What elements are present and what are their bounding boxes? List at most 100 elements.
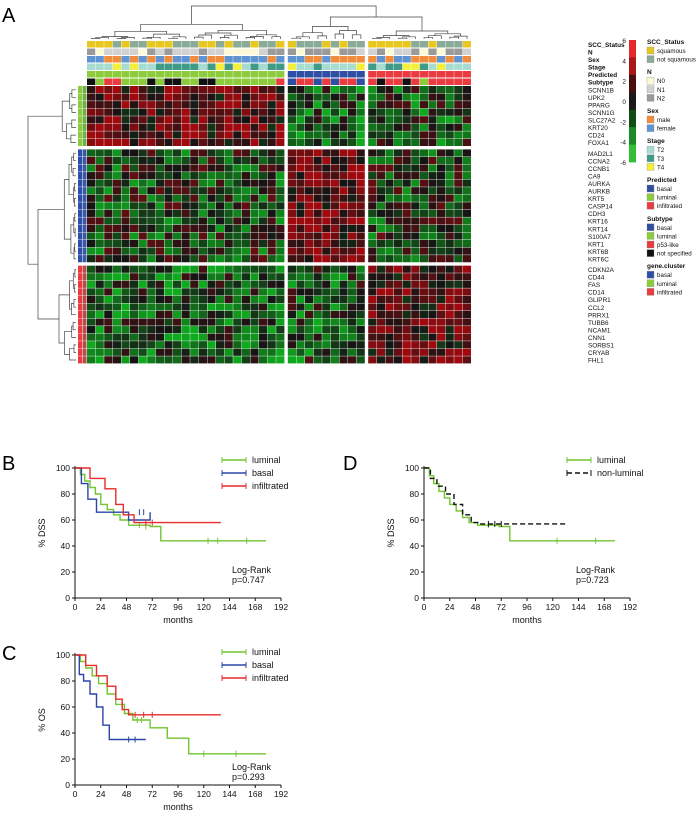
heatmap-cell: [356, 164, 365, 172]
heatmap-cell: [376, 187, 385, 195]
heatmap-cell: [419, 280, 428, 288]
heatmap-cell: [104, 303, 113, 311]
gene-label: CRYAB: [588, 350, 609, 357]
heatmap-cell: [190, 131, 199, 139]
heatmap-cell: [112, 202, 121, 210]
heatmap-cell: [164, 194, 173, 202]
heatmap-cell: [462, 318, 471, 326]
annotation-cell: [173, 56, 182, 63]
gene-label: CD14: [588, 290, 605, 297]
dendrogram-branch: [71, 325, 76, 338]
heatmap-cell: [454, 303, 463, 311]
heatmap-cell: [155, 247, 164, 255]
gene-label: SCNN1G: [588, 110, 615, 117]
annotation-cell: [385, 48, 394, 55]
heatmap-cell: [112, 288, 121, 296]
heatmap-cell: [394, 240, 403, 248]
heatmap-cell: [259, 295, 268, 303]
heatmap-cell: [104, 156, 113, 165]
gene-label: CNN1: [588, 335, 606, 342]
heatmap-cell: [385, 265, 394, 273]
heatmap-cell: [95, 93, 104, 101]
heatmap-cell: [104, 288, 113, 296]
heatmap-cell: [313, 303, 322, 311]
heatmap-cell: [216, 93, 225, 101]
heatmap-cell: [267, 247, 276, 255]
annotation-cell: [376, 48, 385, 55]
y-tick-label: 100: [405, 463, 419, 473]
heatmap-cell: [233, 326, 242, 334]
heatmap-cell: [130, 101, 139, 109]
heatmap-cell: [87, 288, 96, 296]
heatmap-cell: [313, 310, 322, 319]
heatmap-cell: [224, 240, 233, 248]
km-plot-d: 0 24 48 72 96 120 144 168 192020406080100months%…: [386, 455, 644, 625]
heatmap-cell: [164, 288, 173, 296]
annotation-cell: [147, 48, 156, 55]
annotation-cell: [121, 48, 130, 55]
heatmap-cell: [259, 123, 268, 131]
heatmap-cell: [130, 156, 139, 165]
annotation-cell: [348, 48, 357, 55]
heatmap-cell: [181, 295, 190, 303]
heatmap-cell: [87, 224, 96, 233]
annotation-cell: [445, 63, 454, 70]
heatmap-cell: [121, 318, 130, 326]
heatmap-cell: [445, 131, 454, 139]
heatmap-cell: [112, 149, 121, 157]
annotation-cell: [394, 63, 403, 70]
heatmap-cell: [224, 273, 233, 281]
heatmap-cell: [356, 326, 365, 334]
heatmap-cell: [305, 209, 314, 217]
heatmap-cell: [233, 131, 242, 139]
heatmap-cell: [190, 326, 199, 334]
heatmap-cell: [437, 187, 446, 195]
gene-cluster-cell: [78, 310, 82, 319]
heatmap-cell: [138, 232, 147, 240]
gene-cluster-cell: [78, 224, 82, 233]
heatmap-cell: [104, 295, 113, 303]
heatmap-cell: [356, 138, 365, 146]
heatmap-cell: [95, 138, 104, 146]
annotation-cell: [87, 56, 96, 63]
annotation-cell: [385, 63, 394, 70]
heatmap-cell: [267, 265, 276, 273]
dendrogram-branch: [271, 36, 281, 39]
heatmap-cell: [356, 295, 365, 303]
heatmap-cell: [330, 232, 339, 240]
annotation-cell: [385, 41, 394, 48]
heatmap-cell: [376, 123, 385, 131]
heatmap-cell: [462, 348, 471, 356]
heatmap-cell: [419, 224, 428, 233]
heatmap-cell: [445, 138, 454, 146]
heatmap-cell: [454, 131, 463, 139]
heatmap-cell: [305, 138, 314, 146]
annotation-cell: [376, 41, 385, 48]
heatmap-cell: [130, 255, 139, 263]
heatmap-cell: [322, 255, 331, 263]
heatmap-cell: [437, 341, 446, 349]
heatmap-cell: [259, 217, 268, 225]
annotation-cell: [356, 78, 365, 85]
heatmap-cell: [224, 303, 233, 311]
annotation-cell: [259, 56, 268, 63]
heatmap-cell: [385, 247, 394, 255]
gene-cluster-cell: [82, 217, 87, 225]
heatmap-cell: [322, 232, 331, 240]
heatmap-cell: [385, 255, 394, 263]
heatmap-cell: [437, 273, 446, 281]
heatmap-cell: [348, 131, 357, 139]
gene-cluster-cell: [82, 288, 87, 296]
heatmap-cell: [322, 179, 331, 187]
heatmap-cell: [276, 149, 285, 157]
heatmap-cell: [173, 288, 182, 296]
heatmap-cell: [411, 348, 420, 356]
heatmap-cell: [322, 93, 331, 101]
gene-cluster-cell: [78, 86, 82, 94]
heatmap-cell: [368, 179, 377, 187]
heatmap-cell: [348, 341, 357, 349]
annotation-cell: [173, 71, 182, 78]
heatmap-cell: [267, 232, 276, 240]
annotation-cell: [259, 78, 268, 85]
